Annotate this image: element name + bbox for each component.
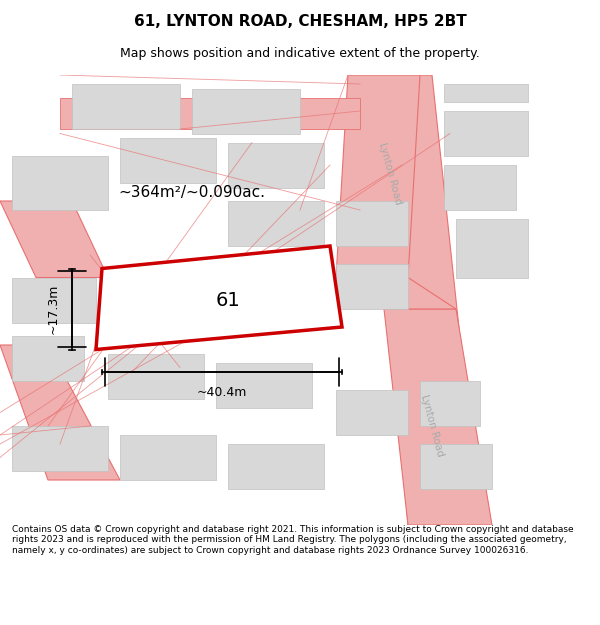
Polygon shape: [336, 264, 408, 309]
Polygon shape: [228, 444, 324, 489]
Text: Map shows position and indicative extent of the property.: Map shows position and indicative extent…: [120, 48, 480, 61]
Polygon shape: [228, 264, 312, 309]
Polygon shape: [12, 336, 84, 381]
Text: 61, LYNTON ROAD, CHESHAM, HP5 2BT: 61, LYNTON ROAD, CHESHAM, HP5 2BT: [134, 14, 466, 29]
Polygon shape: [216, 363, 312, 408]
Polygon shape: [96, 246, 342, 349]
Polygon shape: [228, 142, 324, 188]
Polygon shape: [72, 84, 180, 129]
Polygon shape: [420, 444, 492, 489]
Polygon shape: [456, 219, 528, 278]
Polygon shape: [336, 75, 420, 278]
Polygon shape: [120, 435, 216, 480]
Polygon shape: [384, 309, 492, 525]
Polygon shape: [12, 426, 108, 471]
Text: ~17.3m: ~17.3m: [47, 284, 60, 334]
Polygon shape: [12, 278, 96, 322]
Polygon shape: [336, 390, 408, 435]
Polygon shape: [12, 156, 108, 210]
Polygon shape: [420, 381, 480, 426]
Polygon shape: [444, 84, 528, 102]
Text: Lynton Road: Lynton Road: [377, 142, 403, 206]
Polygon shape: [0, 201, 108, 278]
Polygon shape: [120, 138, 216, 183]
Polygon shape: [336, 278, 456, 309]
Polygon shape: [444, 165, 516, 210]
Text: 61: 61: [215, 291, 241, 309]
Polygon shape: [444, 111, 528, 156]
Text: ~40.4m: ~40.4m: [197, 386, 247, 399]
Polygon shape: [192, 89, 300, 134]
Polygon shape: [228, 201, 324, 246]
Text: Contains OS data © Crown copyright and database right 2021. This information is : Contains OS data © Crown copyright and d…: [12, 525, 574, 555]
Polygon shape: [372, 75, 480, 525]
Polygon shape: [336, 201, 408, 246]
Polygon shape: [0, 345, 120, 480]
Text: ~364m²/~0.090ac.: ~364m²/~0.090ac.: [119, 184, 265, 199]
Text: Lynton Road: Lynton Road: [419, 394, 445, 458]
Polygon shape: [60, 98, 360, 129]
Polygon shape: [108, 354, 204, 399]
